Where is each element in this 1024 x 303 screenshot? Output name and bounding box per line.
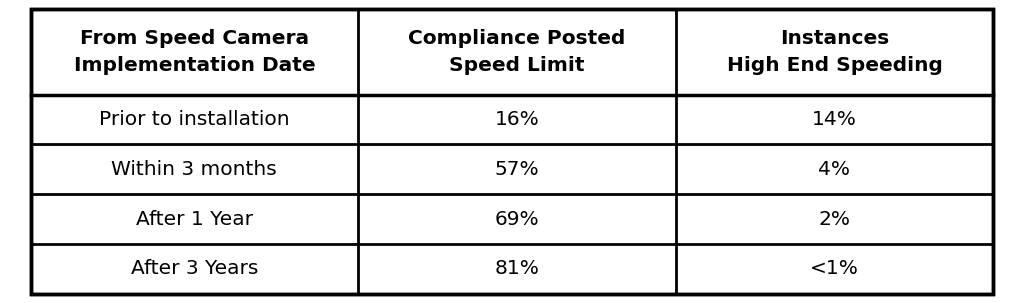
Text: Within 3 months: Within 3 months (112, 160, 278, 179)
Text: Instances
High End Speeding: Instances High End Speeding (726, 29, 942, 75)
Text: Compliance Posted
Speed Limit: Compliance Posted Speed Limit (409, 29, 626, 75)
Text: After 1 Year: After 1 Year (136, 210, 253, 229)
Text: 4%: 4% (818, 160, 851, 179)
Text: After 3 Years: After 3 Years (131, 259, 258, 278)
Text: 2%: 2% (818, 210, 851, 229)
Text: 69%: 69% (495, 210, 539, 229)
Text: Prior to installation: Prior to installation (99, 110, 290, 129)
Text: From Speed Camera
Implementation Date: From Speed Camera Implementation Date (74, 29, 315, 75)
Text: <1%: <1% (810, 259, 859, 278)
Text: 57%: 57% (495, 160, 539, 179)
Text: 16%: 16% (495, 110, 540, 129)
Text: 81%: 81% (495, 259, 540, 278)
Text: 14%: 14% (812, 110, 857, 129)
